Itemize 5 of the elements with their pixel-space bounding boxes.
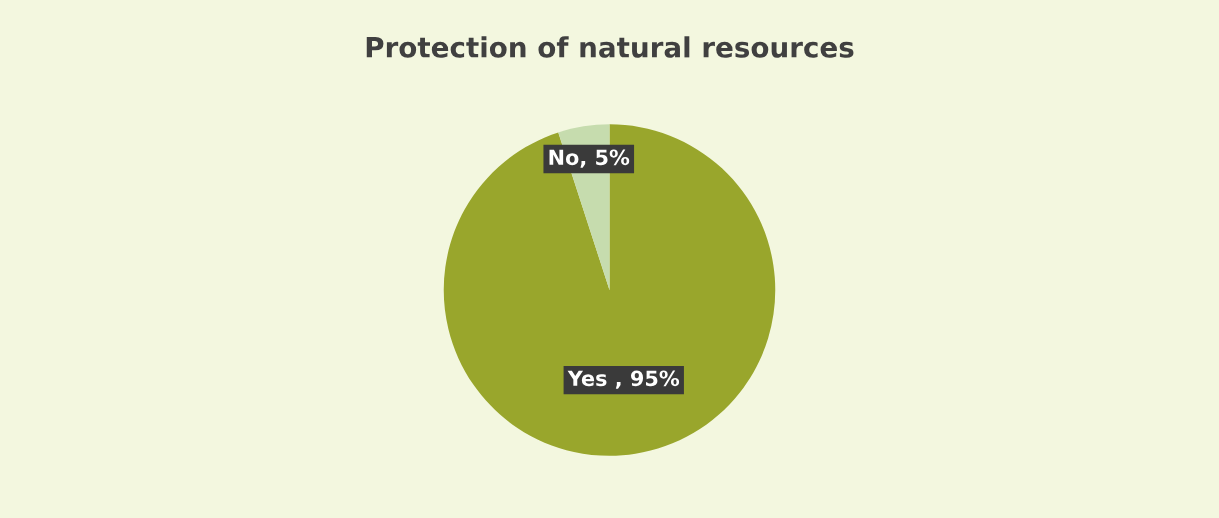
slice-label: No	[549, 149, 579, 166]
data-label: , 95%	[615, 370, 680, 389]
slice-label: Yes	[567, 370, 607, 387]
data-label: , 5%	[580, 149, 630, 168]
chart-title: Protection of natural resources	[366, 36, 854, 58]
